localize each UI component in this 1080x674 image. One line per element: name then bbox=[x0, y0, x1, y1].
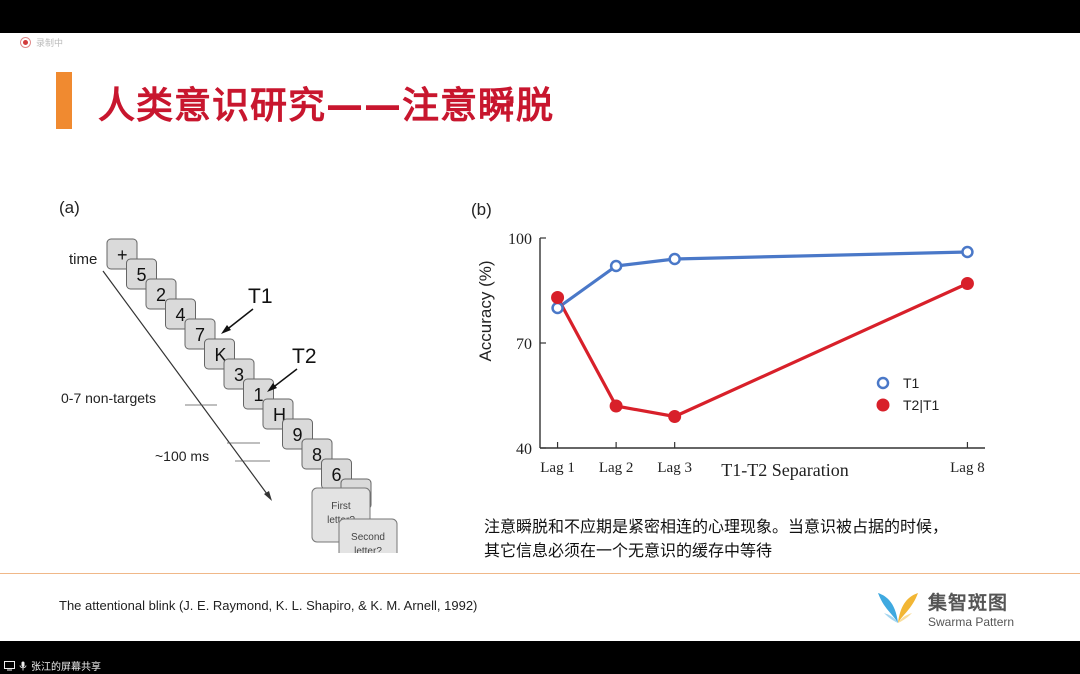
figure-a-panel-label: (a) bbox=[59, 198, 80, 217]
title-accent-bar bbox=[56, 72, 72, 129]
legend-label: T1 bbox=[903, 375, 920, 391]
top-black-bar bbox=[0, 0, 1080, 33]
legend-marker bbox=[876, 398, 890, 412]
data-point bbox=[668, 410, 682, 423]
citation: The attentional blink (J. E. Raymond, K.… bbox=[59, 598, 478, 613]
chart-axes: 40 70 100 Lag 1 Lag 2 Lag 3 Lag 8 bbox=[508, 231, 985, 476]
caption: 注意瞬脱和不应期是紧密相连的心理现象。当意识被占据的时候， 其它信息必须在一个无… bbox=[484, 515, 1074, 563]
legend-marker bbox=[876, 376, 890, 390]
caption-line-2: 其它信息必须在一个无意识的缓存中等待 bbox=[484, 541, 773, 560]
chart-x-axis-title: T1-T2 Separation bbox=[721, 460, 848, 480]
recording-label: 录制中 bbox=[36, 39, 64, 49]
nontargets-label: 0-7 non-targets bbox=[61, 390, 156, 406]
x-tick-label: Lag 1 bbox=[540, 460, 575, 476]
data-point bbox=[960, 277, 974, 290]
series-line bbox=[556, 282, 969, 419]
stream-character: 6 bbox=[332, 465, 342, 485]
stream-character: H bbox=[273, 405, 286, 425]
butterfly-logo-icon bbox=[878, 592, 918, 623]
data-point bbox=[551, 291, 565, 304]
y-tick-label: 100 bbox=[508, 231, 532, 248]
data-point bbox=[668, 252, 681, 266]
t1-arrow-head bbox=[221, 325, 231, 334]
t2-arrow-line bbox=[270, 368, 298, 390]
t1-arrow-line bbox=[224, 308, 254, 332]
bottom-black-bar: 张江的屏幕共享 bbox=[0, 641, 1080, 674]
x-tick-label: Lag 2 bbox=[599, 460, 634, 476]
slide-title: 人类意识研究——注意瞬脱 bbox=[98, 84, 554, 127]
second-letter-question-text: Second bbox=[351, 532, 385, 543]
recording-indicator: 录制中 bbox=[20, 36, 63, 49]
t2-arrow-head bbox=[267, 383, 277, 392]
slide: 录制中 人类意识研究——注意瞬脱 (a) time +5247K31H9862 … bbox=[0, 33, 1080, 641]
figure-a-rsvp-diagram: (a) time +5247K31H9862 Firstletter?Secon… bbox=[59, 198, 398, 553]
chart-legend: T1 T2|T1 bbox=[876, 375, 940, 413]
stream-character: 2 bbox=[156, 285, 166, 305]
screen-share-icon[interactable] bbox=[4, 660, 15, 671]
time-arrow-head bbox=[264, 491, 272, 501]
chart-y-axis-title: Accuracy (%) bbox=[476, 260, 495, 361]
letter-stream: +5247K31H9862 bbox=[106, 238, 372, 510]
stream-character: 9 bbox=[293, 425, 303, 445]
stream-character: 4 bbox=[176, 305, 186, 325]
data-point bbox=[609, 399, 623, 413]
y-tick-label: 70 bbox=[516, 336, 532, 353]
time-label: time bbox=[69, 251, 97, 268]
second-letter-question-text: letter? bbox=[354, 546, 382, 553]
data-point bbox=[551, 301, 564, 315]
chart-panel-label: (b) bbox=[471, 200, 492, 219]
time-arrow-line bbox=[102, 270, 271, 499]
stream-character: 3 bbox=[234, 365, 244, 385]
caption-line-1: 注意瞬脱和不应期是紧密相连的心理现象。当意识被占据的时候， bbox=[484, 517, 949, 536]
stream-character: 7 bbox=[195, 325, 205, 345]
t1-label: T1 bbox=[248, 285, 273, 308]
stream-character: + bbox=[117, 245, 128, 265]
chart-series bbox=[551, 245, 974, 423]
series-line bbox=[556, 250, 968, 310]
footer-divider bbox=[0, 573, 1080, 574]
stream-character: K bbox=[215, 345, 227, 365]
screen-share-label: 张江的屏幕共享 bbox=[31, 662, 101, 673]
data-point bbox=[961, 245, 974, 259]
swarma-logo: 集智斑图 Swarma Pattern bbox=[876, 588, 1014, 629]
stream-character: 8 bbox=[312, 445, 322, 465]
logo-text-en: Swarma Pattern bbox=[928, 615, 1015, 629]
second-letter-question-frame bbox=[338, 518, 398, 553]
figure-b-chart: (b) Accuracy (%) T1-T2 Separation 40 70 10… bbox=[471, 200, 985, 480]
y-tick-label: 40 bbox=[516, 441, 532, 458]
microphone-icon[interactable] bbox=[19, 661, 27, 671]
x-tick-label: Lag 8 bbox=[950, 460, 985, 476]
first-letter-question-text: First bbox=[331, 501, 351, 512]
data-point bbox=[609, 259, 623, 273]
legend-label: T2|T1 bbox=[903, 397, 940, 413]
x-tick-label: Lag 3 bbox=[657, 460, 692, 476]
t2-label: T2 bbox=[292, 345, 317, 368]
stream-character: 5 bbox=[137, 265, 147, 285]
record-icon bbox=[20, 37, 31, 48]
logo-text-cn: 集智斑图 bbox=[928, 592, 1009, 614]
ms-label: ~100 ms bbox=[155, 448, 209, 464]
stream-character: 1 bbox=[254, 385, 264, 405]
screen-share-indicator: 张江的屏幕共享 bbox=[4, 658, 101, 673]
